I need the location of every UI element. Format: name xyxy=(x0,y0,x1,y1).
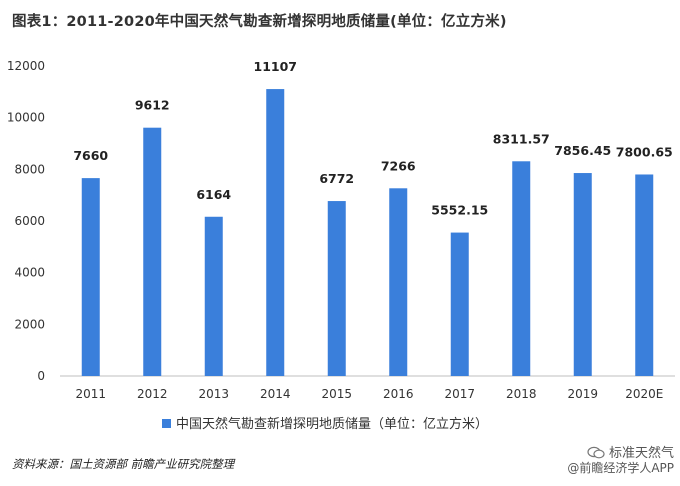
data-label-2015: 6772 xyxy=(319,171,354,186)
data-labels: 7660 9612 6164 11107 6772 7266 5552.15 8311.57 7… xyxy=(73,59,672,218)
x-tick-label: 2019 xyxy=(567,387,598,401)
bar-2018 xyxy=(512,161,531,376)
y-axis-ticks: 0 2000 4000 6000 8000 10000 12000 xyxy=(7,59,45,383)
watermark-account: 标准天然气 xyxy=(608,446,674,461)
bar-2016 xyxy=(389,188,408,376)
x-tick-label: 2013 xyxy=(198,387,229,401)
legend-swatch xyxy=(162,419,171,428)
data-label-2016: 7266 xyxy=(381,158,416,173)
watermark-app: @前瞻经济学人APP xyxy=(567,461,674,475)
data-label-2018: 8311.57 xyxy=(493,131,550,146)
data-label-2013: 6164 xyxy=(196,187,231,202)
data-label-2011: 7660 xyxy=(73,148,108,163)
x-tick-label: 2018 xyxy=(506,387,537,401)
y-tick-label: 2000 xyxy=(14,317,45,331)
legend-label: 中国天然气勘查新增探明地质储量（单位：亿立方米） xyxy=(176,416,488,432)
bar-2017 xyxy=(450,232,469,376)
x-axis-ticks: 2011 2012 2013 2014 2015 2016 2017 2018 2019 2020… xyxy=(75,387,663,401)
y-tick-label: 0 xyxy=(37,369,45,383)
bars xyxy=(81,89,654,377)
bar-2014 xyxy=(266,89,285,377)
data-label-2017: 5552.15 xyxy=(431,203,488,218)
y-tick-label: 12000 xyxy=(7,59,45,73)
bar-2012 xyxy=(143,127,162,376)
x-tick-label: 2011 xyxy=(75,387,106,401)
watermark: 标准天然气 @前瞻经济学人APP xyxy=(567,446,674,476)
y-tick-label: 6000 xyxy=(14,214,45,228)
x-tick-label: 2017 xyxy=(444,387,475,401)
x-tick-label: 2012 xyxy=(137,387,168,401)
bar-2020E xyxy=(635,174,654,376)
bar-2013 xyxy=(204,216,223,376)
y-tick-label: 8000 xyxy=(14,162,45,176)
wechat-icon xyxy=(587,446,605,459)
x-tick-label: 2016 xyxy=(383,387,414,401)
data-label-2020E: 7800.65 xyxy=(616,144,673,159)
bar-2011 xyxy=(81,178,100,376)
data-label-2014: 11107 xyxy=(254,59,298,74)
x-tick-label: 2015 xyxy=(321,387,352,401)
bar-2015 xyxy=(327,201,346,376)
y-tick-label: 10000 xyxy=(7,111,45,125)
x-tick-label: 2014 xyxy=(260,387,291,401)
chart-title: 图表1：2011-2020年中国天然气勘查新增探明地质储量(单位：亿立方米) xyxy=(12,14,507,30)
bar-2019 xyxy=(573,173,592,376)
source-note: 资料来源：国土资源部 前瞻产业研究院整理 xyxy=(12,457,235,471)
y-tick-label: 4000 xyxy=(14,266,45,280)
x-tick-label: 2020E xyxy=(625,387,663,401)
legend: 中国天然气勘查新增探明地质储量（单位：亿立方米） xyxy=(162,416,488,432)
data-label-2019: 7856.45 xyxy=(554,143,611,158)
data-label-2012: 9612 xyxy=(135,98,170,113)
